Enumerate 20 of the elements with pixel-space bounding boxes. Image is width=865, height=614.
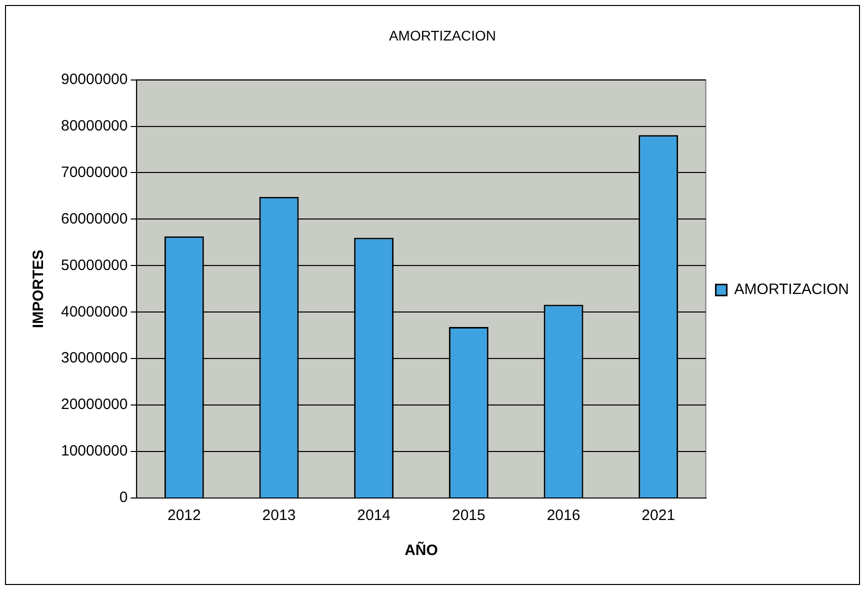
x-tick-label: 2015 bbox=[452, 507, 486, 524]
y-tick-label: 20000000 bbox=[60, 396, 128, 414]
x-tick-label: 2014 bbox=[357, 507, 391, 524]
y-axis-title: IMPORTES bbox=[30, 250, 48, 328]
x-tick-label: 2013 bbox=[262, 507, 296, 524]
x-axis-title: AÑO bbox=[404, 541, 438, 560]
x-tick-label: 2012 bbox=[167, 507, 201, 524]
chart-title: AMORTIZACION bbox=[388, 27, 496, 44]
y-tick-label: 80000000 bbox=[60, 117, 128, 134]
y-tick-label: 90000000 bbox=[60, 70, 128, 88]
x-tick-label: 2021 bbox=[642, 507, 676, 524]
x-tick-label: 2016 bbox=[546, 507, 580, 524]
legend-label: AMORTIZACION bbox=[734, 281, 850, 298]
y-tick-label: 70000000 bbox=[60, 164, 128, 181]
y-tick-label: 0 bbox=[119, 489, 128, 506]
y-tick-label: 40000000 bbox=[60, 303, 128, 320]
y-tick-label: 10000000 bbox=[60, 442, 128, 460]
y-tick-label: 50000000 bbox=[60, 256, 128, 274]
y-tick-label: 60000000 bbox=[60, 210, 128, 228]
y-tick-label: 30000000 bbox=[60, 350, 128, 367]
